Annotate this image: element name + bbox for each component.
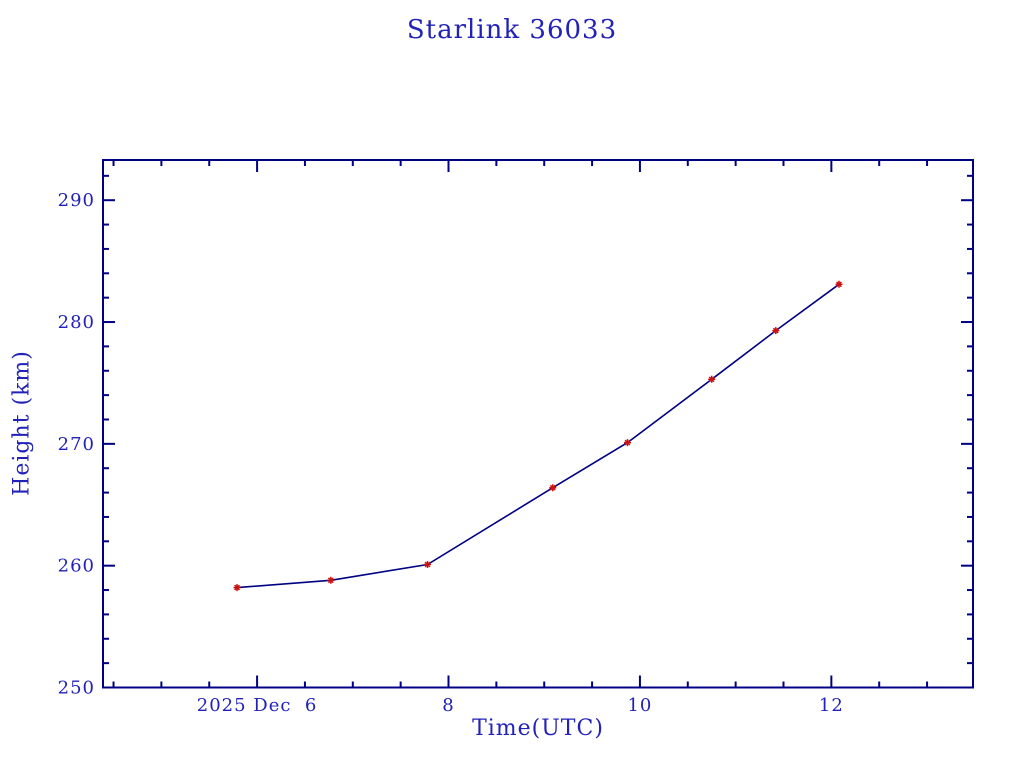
data-point-marker — [233, 584, 241, 592]
x-tick-label: 12 — [819, 695, 844, 716]
y-axis-title: Height (km) — [9, 350, 35, 496]
y-tick-label: 260 — [58, 556, 95, 577]
x-tick-label: 8 — [442, 695, 454, 716]
data-markers — [233, 280, 843, 592]
data-line — [236, 283, 840, 589]
tick-labels: 2025 Dec 6 8 10 12 250 260 270 280 290 — [58, 190, 844, 716]
data-point-marker — [708, 375, 716, 383]
x-tick-label: 10 — [627, 695, 652, 716]
data-point-marker — [549, 484, 557, 492]
data-point-marker — [424, 561, 431, 568]
y-tick-label: 250 — [58, 678, 95, 699]
plot-frame — [102, 159, 974, 689]
chart-title: Starlink 36033 — [406, 15, 618, 45]
axis-ticks — [103, 160, 973, 689]
x-tick-label: 2025 Dec 6 — [197, 695, 318, 716]
data-point-marker — [624, 439, 631, 447]
data-point-marker — [772, 327, 780, 335]
x-axis-title: Time(UTC) — [472, 716, 604, 741]
y-tick-label: 290 — [58, 190, 95, 211]
data-point-marker — [835, 280, 843, 288]
data-point-marker — [327, 576, 335, 584]
y-tick-label: 270 — [58, 434, 95, 455]
y-tick-label: 280 — [58, 312, 95, 333]
